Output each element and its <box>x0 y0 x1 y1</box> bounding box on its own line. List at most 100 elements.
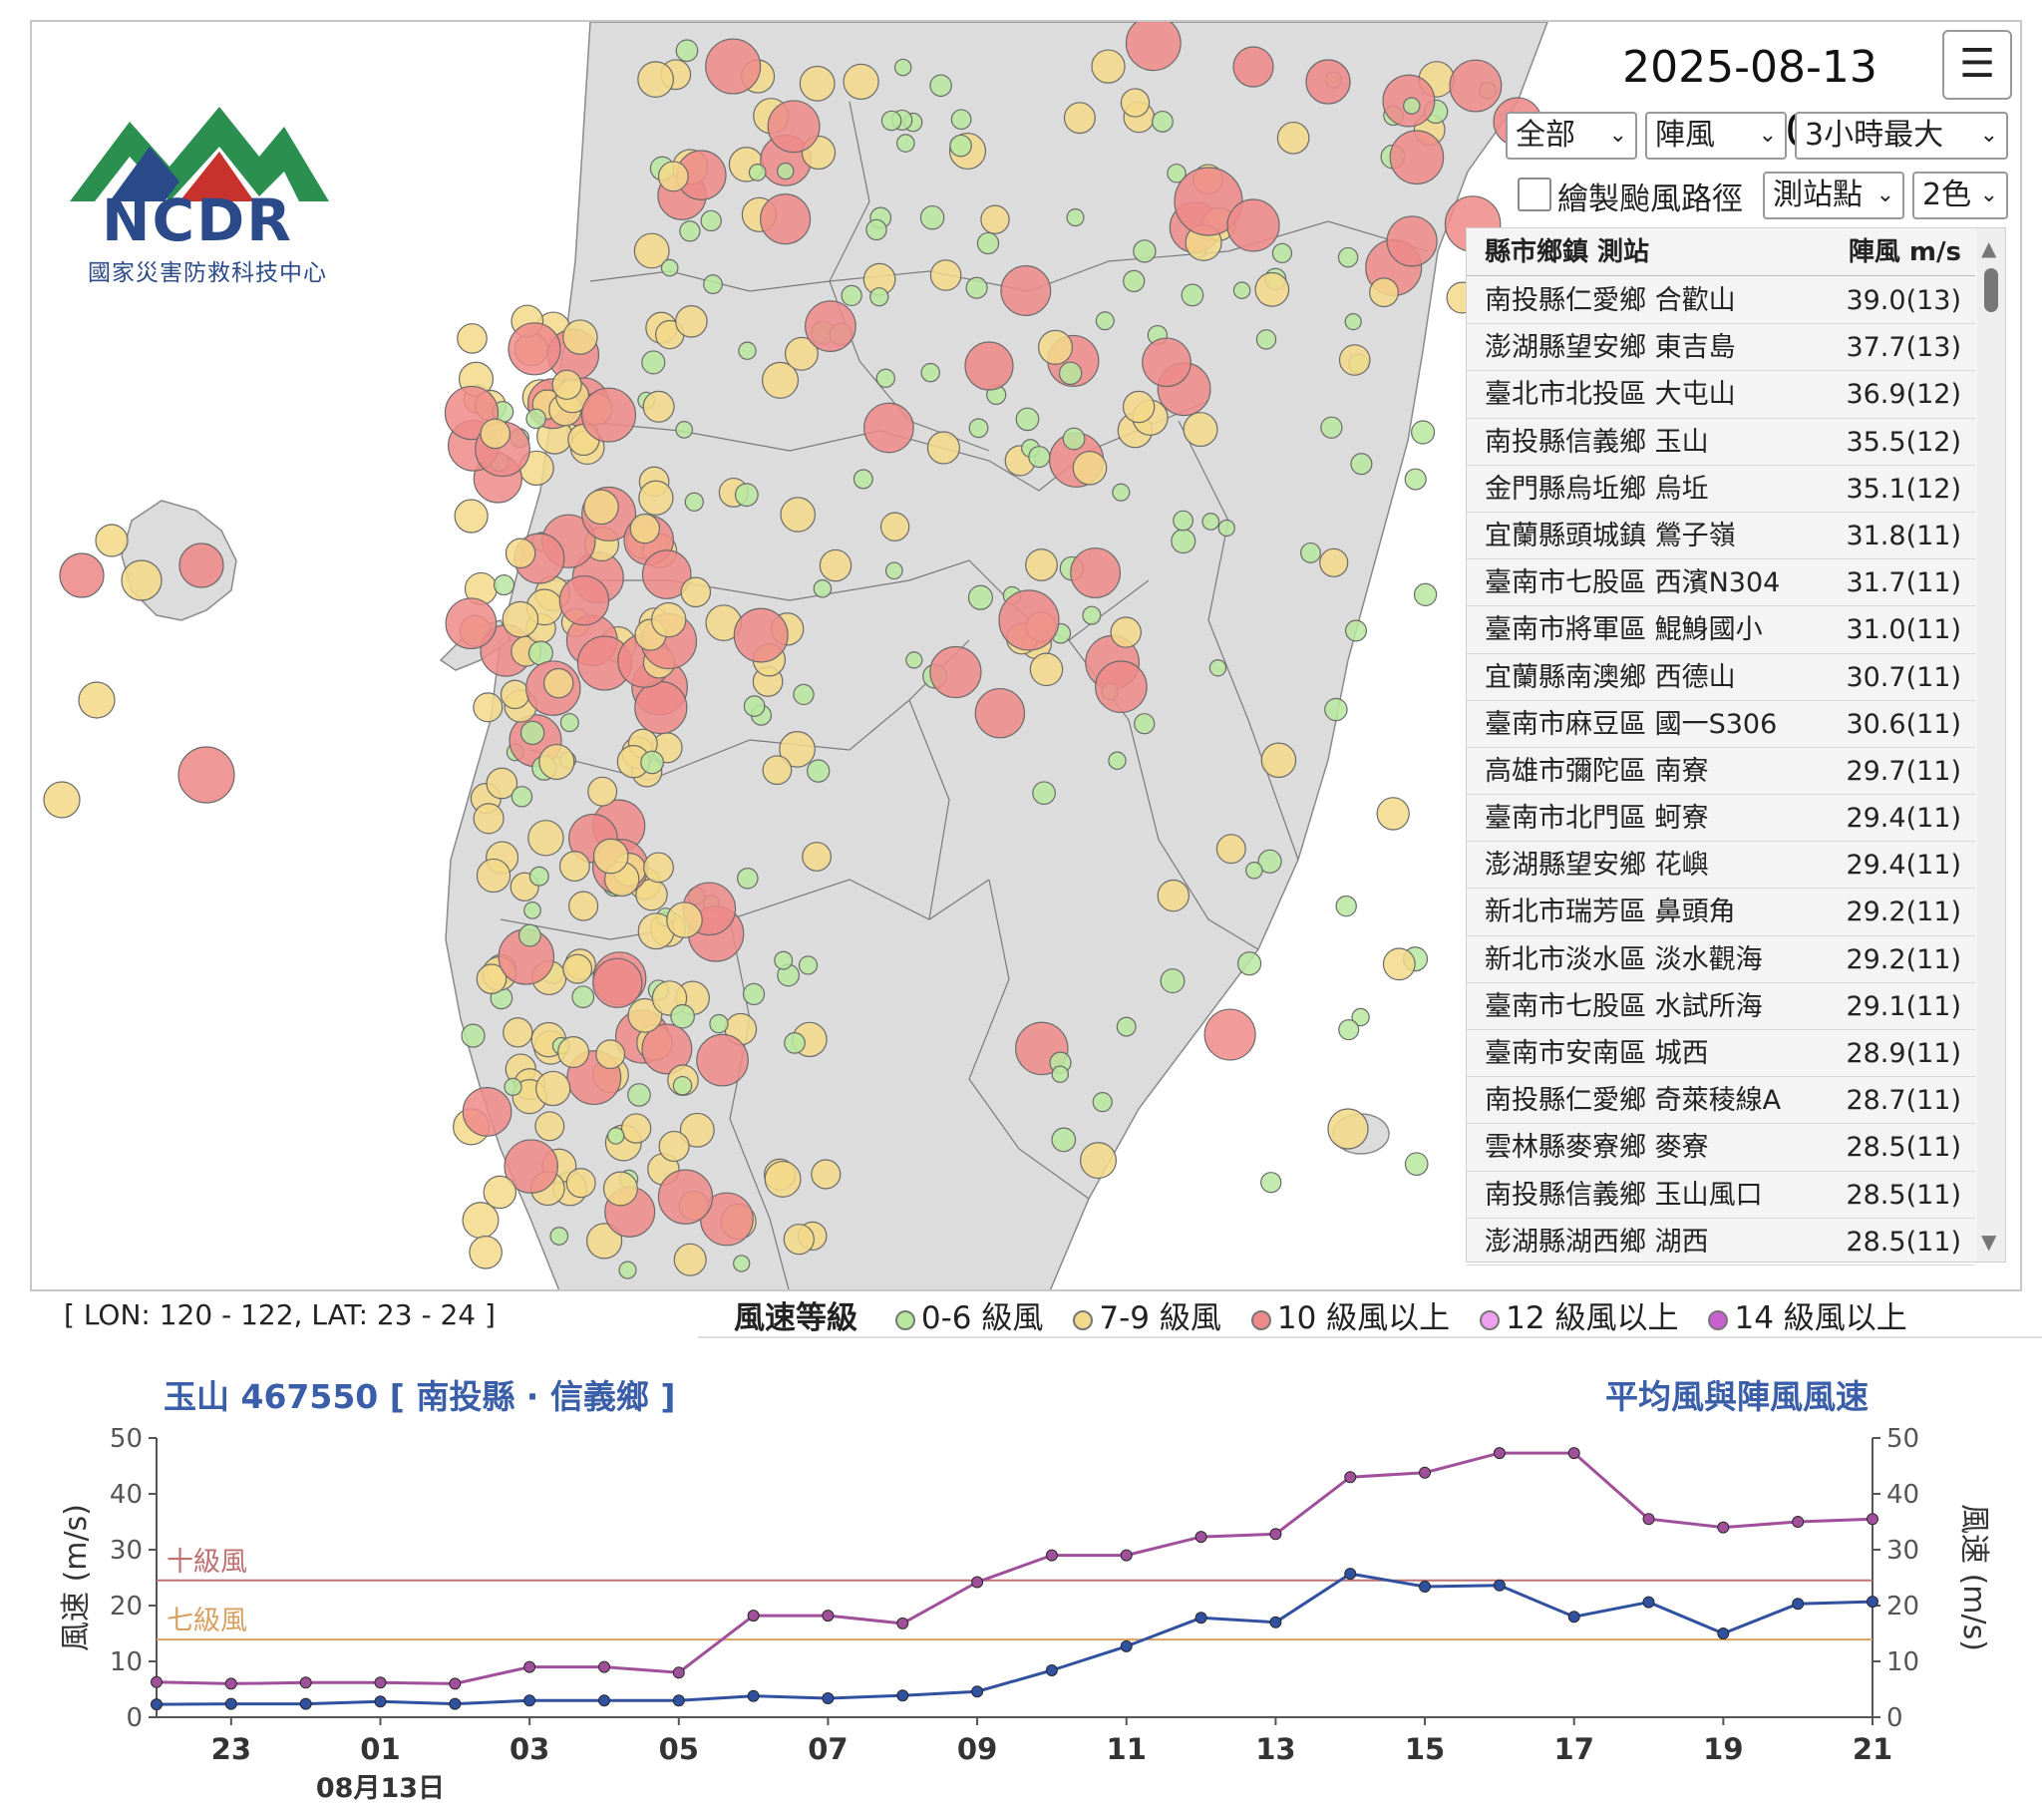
data-point[interactable] <box>1194 1531 1207 1544</box>
station-marker[interactable] <box>976 231 1000 255</box>
station-marker[interactable] <box>634 680 688 735</box>
station-marker[interactable] <box>1112 483 1131 502</box>
ranking-row[interactable]: 臺北市北投區 大屯山 36.9(12) <box>1467 371 1975 419</box>
station-marker[interactable] <box>1015 407 1040 432</box>
station-marker[interactable] <box>743 695 766 717</box>
station-marker[interactable] <box>968 418 989 439</box>
station-marker[interactable] <box>583 489 619 526</box>
station-marker[interactable] <box>675 421 694 439</box>
station-marker[interactable] <box>1062 427 1086 451</box>
data-point[interactable] <box>896 1617 909 1629</box>
data-point[interactable] <box>1269 1528 1282 1541</box>
station-marker[interactable] <box>673 1243 707 1276</box>
station-marker[interactable] <box>534 1111 565 1142</box>
station-marker[interactable] <box>1108 751 1127 770</box>
data-point[interactable] <box>1344 1471 1357 1484</box>
station-marker[interactable] <box>627 1083 651 1107</box>
station-marker[interactable] <box>1320 416 1343 439</box>
station-marker[interactable] <box>1116 1016 1137 1037</box>
data-point[interactable] <box>1717 1627 1730 1639</box>
station-marker[interactable] <box>919 204 945 230</box>
station-marker[interactable] <box>1037 329 1074 365</box>
station-marker[interactable] <box>476 963 508 995</box>
station-marker[interactable] <box>640 750 664 775</box>
station-marker[interactable] <box>504 1139 558 1194</box>
station-marker[interactable] <box>1171 529 1196 554</box>
station-marker[interactable] <box>486 767 518 800</box>
station-marker[interactable] <box>905 651 923 669</box>
station-marker[interactable] <box>1413 582 1438 606</box>
station-marker[interactable] <box>633 232 670 269</box>
ranking-row[interactable]: 澎湖縣湖西鄉 湖西 28.5(11) <box>1467 1219 1975 1265</box>
station-marker[interactable] <box>1327 1108 1369 1150</box>
station-marker[interactable] <box>1411 420 1436 445</box>
station-marker[interactable] <box>1244 861 1263 880</box>
typhoon-track-checkbox[interactable] <box>1518 178 1551 211</box>
wind-speed-chart[interactable]: 0 0 10 10 20 20 30 30 40 40 50 50 23 01 03 05 07 09 11 13 15… <box>0 1416 2044 1803</box>
station-marker[interactable] <box>657 1169 714 1225</box>
data-point[interactable] <box>672 1666 685 1679</box>
station-marker[interactable] <box>1237 951 1262 976</box>
station-marker[interactable] <box>1376 797 1410 831</box>
station-marker[interactable] <box>784 1032 806 1054</box>
scrollbar[interactable]: ▲ ▼ <box>1977 228 2005 1262</box>
station-marker[interactable] <box>618 1261 637 1279</box>
station-marker[interactable] <box>121 559 163 601</box>
station-marker[interactable] <box>1369 277 1399 308</box>
station-marker[interactable] <box>461 1023 486 1048</box>
station-marker[interactable] <box>1095 660 1148 714</box>
station-marker[interactable] <box>865 218 887 241</box>
station-marker[interactable] <box>59 552 105 598</box>
station-marker[interactable] <box>1215 834 1246 865</box>
station-marker[interactable] <box>502 600 539 638</box>
station-marker[interactable] <box>517 923 541 947</box>
station-marker[interactable] <box>760 193 812 245</box>
color-mode-select[interactable]: 2色 ⌄ <box>1912 172 2008 219</box>
station-marker[interactable] <box>672 1075 693 1096</box>
station-marker[interactable] <box>642 390 675 423</box>
station-marker[interactable] <box>1345 619 1367 642</box>
station-marker[interactable] <box>1160 968 1186 994</box>
ranking-row[interactable]: 新北市淡水區 淡水觀海 29.2(11) <box>1467 936 1975 983</box>
station-marker[interactable] <box>1255 329 1277 350</box>
station-marker[interactable] <box>1133 239 1157 263</box>
station-marker[interactable] <box>780 497 816 533</box>
data-point[interactable] <box>1867 1596 1878 1609</box>
station-marker[interactable] <box>1344 312 1362 331</box>
station-marker[interactable] <box>651 601 687 638</box>
station-marker[interactable] <box>675 39 699 63</box>
station-marker[interactable] <box>734 483 759 508</box>
station-marker[interactable] <box>1201 513 1220 531</box>
station-marker[interactable] <box>568 891 599 921</box>
data-point[interactable] <box>747 1610 760 1623</box>
station-marker[interactable] <box>1120 88 1151 118</box>
station-marker[interactable] <box>457 323 488 354</box>
ranking-row[interactable]: 宜蘭縣南澳鄉 西德山 30.7(11) <box>1467 654 1975 701</box>
region-select[interactable]: 全部 ⌄ <box>1506 112 1637 160</box>
station-marker[interactable] <box>1257 849 1282 874</box>
station-marker[interactable] <box>884 561 903 580</box>
station-marker[interactable] <box>558 851 590 883</box>
station-marker[interactable] <box>1066 208 1085 227</box>
station-marker[interactable] <box>473 803 505 835</box>
station-marker[interactable] <box>1403 97 1421 115</box>
station-marker[interactable] <box>679 1112 715 1148</box>
station-marker[interactable] <box>1072 451 1108 486</box>
station-marker[interactable] <box>500 679 530 710</box>
station-marker[interactable] <box>523 902 541 919</box>
station-marker[interactable] <box>980 204 1010 234</box>
ranking-row[interactable]: 新北市瑞芳區 鼻頭角 29.2(11) <box>1467 889 1975 936</box>
station-marker[interactable] <box>571 985 595 1009</box>
station-marker[interactable] <box>606 1127 625 1145</box>
data-point[interactable] <box>1493 1447 1506 1460</box>
station-marker[interactable] <box>538 743 575 781</box>
station-marker[interactable] <box>469 1235 503 1269</box>
station-marker[interactable] <box>551 369 582 400</box>
data-point[interactable] <box>374 1676 387 1689</box>
ranking-row[interactable]: 南投縣信義鄉 玉山風口 28.5(11) <box>1467 1172 1975 1219</box>
station-marker[interactable] <box>511 786 533 808</box>
data-point[interactable] <box>449 1677 462 1690</box>
station-marker[interactable] <box>1032 781 1056 806</box>
data-point[interactable] <box>1120 1549 1133 1562</box>
ranking-row[interactable]: 金門縣烏坵鄉 烏坵 35.1(12) <box>1467 466 1975 513</box>
